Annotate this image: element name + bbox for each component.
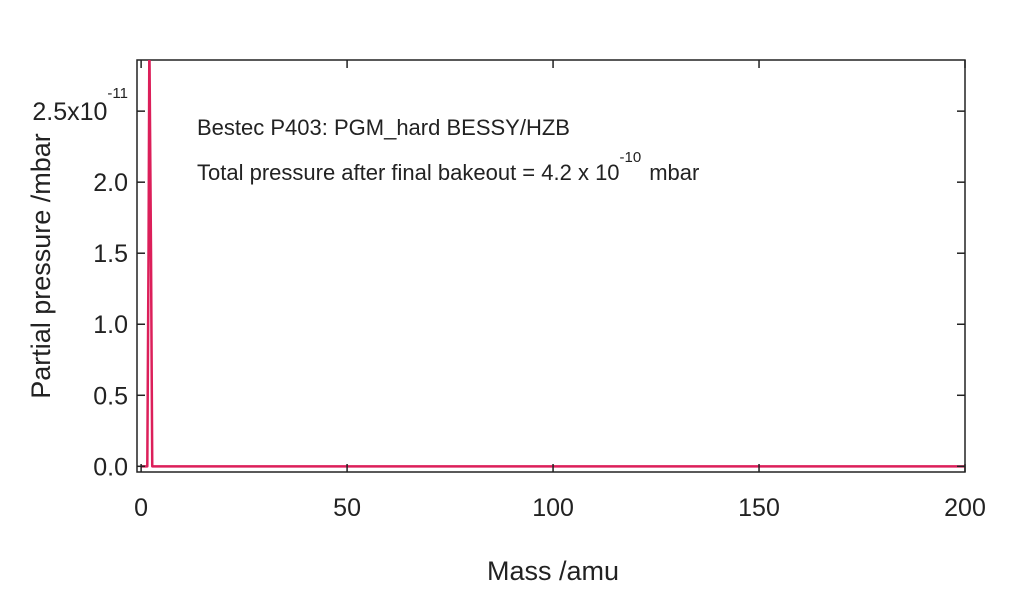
y-tick-label: 2.5x10-11	[32, 85, 128, 126]
x-axis-label: Mass /amu	[487, 556, 619, 586]
x-tick-label: 100	[532, 494, 574, 522]
y-tick-label-superscript: -11	[107, 85, 128, 102]
annotation: Bestec P403: PGM_hard BESSY/HZB	[197, 115, 570, 140]
annotation: Total pressure after final bakeout = 4.2…	[197, 149, 699, 185]
y-tick-label-text: 2.5x10	[32, 98, 107, 126]
annotation-suffix: mbar	[649, 160, 699, 185]
x-tick-label: 150	[738, 494, 780, 522]
y-tick-label: 0.0	[93, 453, 128, 481]
y-axis-label: Partial pressure /mbar	[26, 133, 56, 399]
annotation-superscript: -10	[620, 149, 642, 166]
data-line	[141, 60, 965, 468]
y-tick-label: 0.5	[93, 382, 128, 410]
y-tick-label: 2.0	[93, 169, 128, 197]
y-tick-label: 1.0	[93, 311, 128, 339]
x-tick-label: 50	[333, 494, 361, 522]
plot-frame	[136, 59, 966, 473]
plot-area	[141, 60, 965, 468]
y-tick-label: 1.5	[93, 240, 128, 268]
x-tick-label: 200	[944, 494, 986, 522]
annotation-text: Total pressure after final bakeout = 4.2…	[197, 160, 620, 185]
x-tick-label: 0	[134, 494, 148, 522]
